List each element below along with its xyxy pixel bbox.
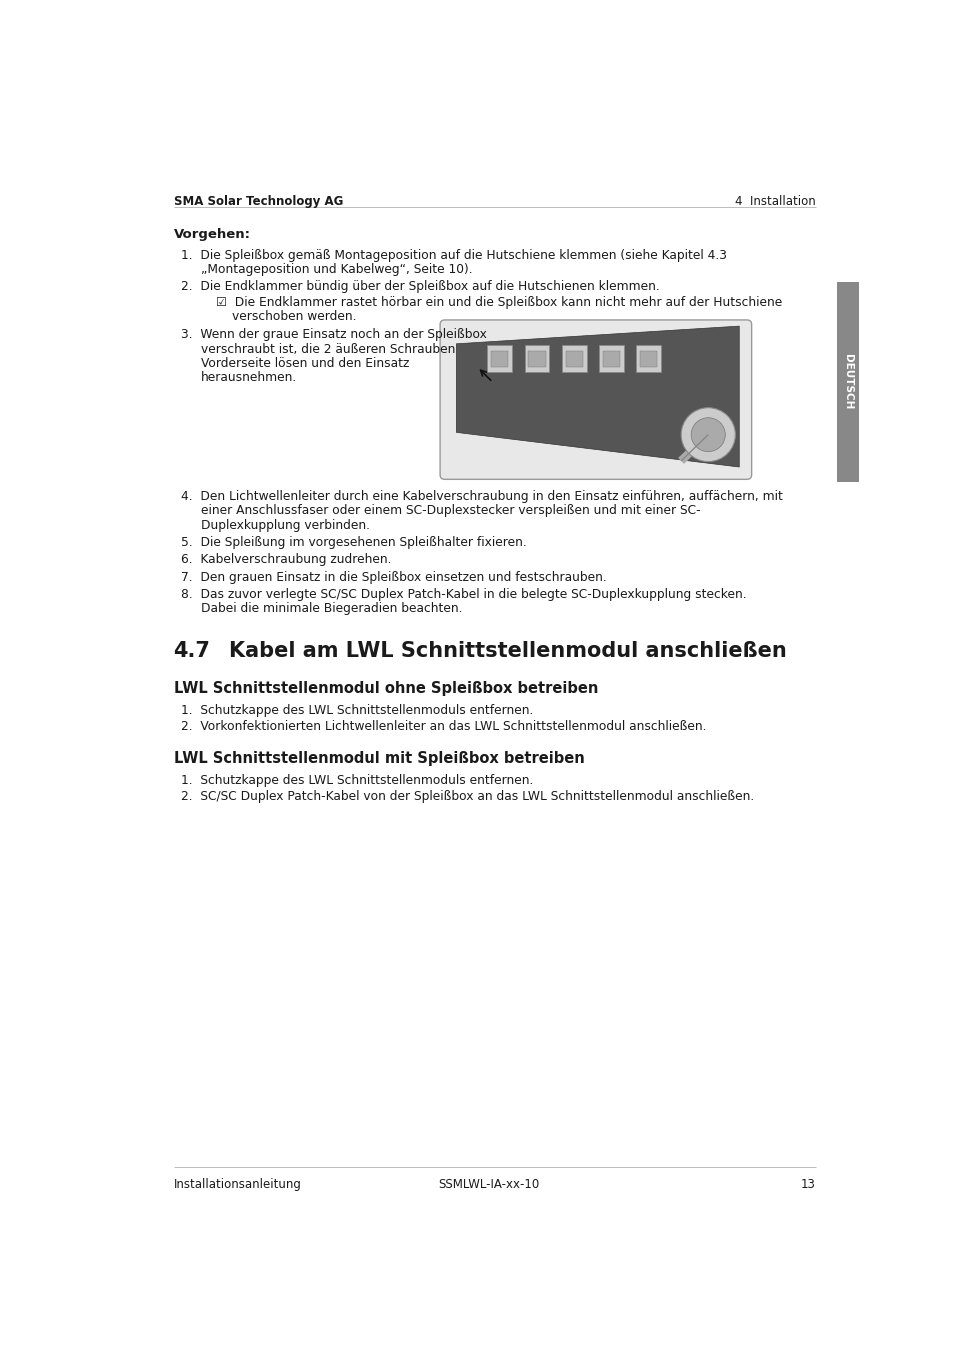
Text: 2.  SC/SC Duplex Patch-Kabel von der Spleißbox an das LWL Schnittstellenmodul an: 2. SC/SC Duplex Patch-Kabel von der Sple… bbox=[181, 789, 754, 803]
Text: 5.  Die Spleißung im vorgesehenen Spleißhalter fixieren.: 5. Die Spleißung im vorgesehenen Spleißh… bbox=[181, 536, 526, 548]
Text: 2.  Vorkonfektionierten Lichtwellenleiter an das LWL Schnittstellenmodul anschli: 2. Vorkonfektionierten Lichtwellenleiter… bbox=[181, 720, 706, 733]
Bar bbox=[602, 351, 619, 367]
Text: Vorgehen:: Vorgehen: bbox=[173, 227, 251, 241]
Bar bbox=[561, 345, 586, 372]
Bar bbox=[639, 351, 657, 367]
Text: LWL Schnittstellenmodul ohne Spleißbox betreiben: LWL Schnittstellenmodul ohne Spleißbox b… bbox=[173, 681, 598, 696]
Text: LWL Schnittstellenmodul mit Spleißbox betreiben: LWL Schnittstellenmodul mit Spleißbox be… bbox=[173, 751, 583, 766]
Text: 4.7: 4.7 bbox=[173, 640, 211, 661]
Text: Kabel am LWL Schnittstellenmodul anschließen: Kabel am LWL Schnittstellenmodul anschli… bbox=[229, 640, 786, 661]
Text: „Montageposition und Kabelweg“, Seite 10).: „Montageposition und Kabelweg“, Seite 10… bbox=[200, 263, 472, 276]
Text: Duplexkupplung verbinden.: Duplexkupplung verbinden. bbox=[200, 519, 369, 532]
Text: 1.  Schutzkappe des LWL Schnittstellenmoduls entfernen.: 1. Schutzkappe des LWL Schnittstellenmod… bbox=[181, 704, 533, 718]
Text: 6.  Kabelverschraubung zudrehen.: 6. Kabelverschraubung zudrehen. bbox=[181, 554, 392, 566]
Text: ☑  Die Endklammer rastet hörbar ein und die Spleißbox kann nicht mehr auf der Hu: ☑ Die Endklammer rastet hörbar ein und d… bbox=[216, 297, 781, 309]
Bar bbox=[636, 345, 660, 372]
Bar bbox=[598, 345, 623, 372]
Text: herausnehmen.: herausnehmen. bbox=[200, 371, 296, 385]
Text: SMA Solar Technology AG: SMA Solar Technology AG bbox=[173, 195, 342, 207]
Text: DEUTSCH: DEUTSCH bbox=[841, 355, 852, 410]
Text: verschoben werden.: verschoben werden. bbox=[233, 310, 356, 324]
Circle shape bbox=[680, 408, 735, 462]
Text: 4  Installation: 4 Installation bbox=[735, 195, 815, 207]
Text: SSMLWL-IA-xx-10: SSMLWL-IA-xx-10 bbox=[437, 1178, 539, 1192]
Text: 2.  Die Endklammer bündig über der Spleißbox auf die Hutschienen klemmen.: 2. Die Endklammer bündig über der Spleiß… bbox=[181, 280, 659, 294]
Text: verschraubt ist, die 2 äußeren Schrauben an der: verschraubt ist, die 2 äußeren Schrauben… bbox=[200, 343, 497, 356]
Text: 4.  Den Lichtwellenleiter durch eine Kabelverschraubung in den Einsatz einführen: 4. Den Lichtwellenleiter durch eine Kabe… bbox=[181, 490, 782, 504]
Text: Installationsanleitung: Installationsanleitung bbox=[173, 1178, 301, 1192]
Bar bbox=[524, 345, 549, 372]
Text: 3.  Wenn der graue Einsatz noch an der Spleißbox: 3. Wenn der graue Einsatz noch an der Sp… bbox=[181, 329, 487, 341]
Bar bbox=[836, 282, 858, 482]
Text: einer Anschlussfaser oder einem SC-Duplexstecker verspleißen und mit einer SC-: einer Anschlussfaser oder einem SC-Duple… bbox=[200, 504, 700, 517]
Bar bbox=[487, 345, 512, 372]
Text: 8.  Das zuvor verlegte SC/SC Duplex Patch-Kabel in die belegte SC-Duplexkupplung: 8. Das zuvor verlegte SC/SC Duplex Patch… bbox=[181, 588, 746, 601]
Bar bbox=[565, 351, 582, 367]
Text: 1.  Schutzkappe des LWL Schnittstellenmoduls entfernen.: 1. Schutzkappe des LWL Schnittstellenmod… bbox=[181, 774, 533, 787]
FancyBboxPatch shape bbox=[439, 320, 751, 479]
Text: Dabei die minimale Biegeradien beachten.: Dabei die minimale Biegeradien beachten. bbox=[200, 603, 461, 615]
Text: 7.  Den grauen Einsatz in die Spleißbox einsetzen und festschrauben.: 7. Den grauen Einsatz in die Spleißbox e… bbox=[181, 570, 606, 584]
Circle shape bbox=[691, 418, 724, 452]
Polygon shape bbox=[456, 326, 739, 467]
Bar bbox=[528, 351, 545, 367]
Text: Vorderseite lösen und den Einsatz: Vorderseite lösen und den Einsatz bbox=[200, 357, 409, 370]
Bar bbox=[491, 351, 508, 367]
Text: 1.  Die Spleißbox gemäß Montageposition auf die Hutschiene klemmen (siehe Kapite: 1. Die Spleißbox gemäß Montageposition a… bbox=[181, 249, 726, 261]
Text: 13: 13 bbox=[801, 1178, 815, 1192]
